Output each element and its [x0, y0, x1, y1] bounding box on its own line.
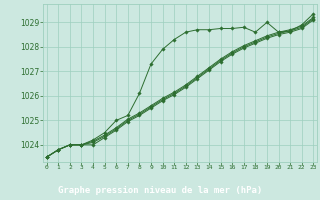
Text: Graphe pression niveau de la mer (hPa): Graphe pression niveau de la mer (hPa) [58, 186, 262, 195]
